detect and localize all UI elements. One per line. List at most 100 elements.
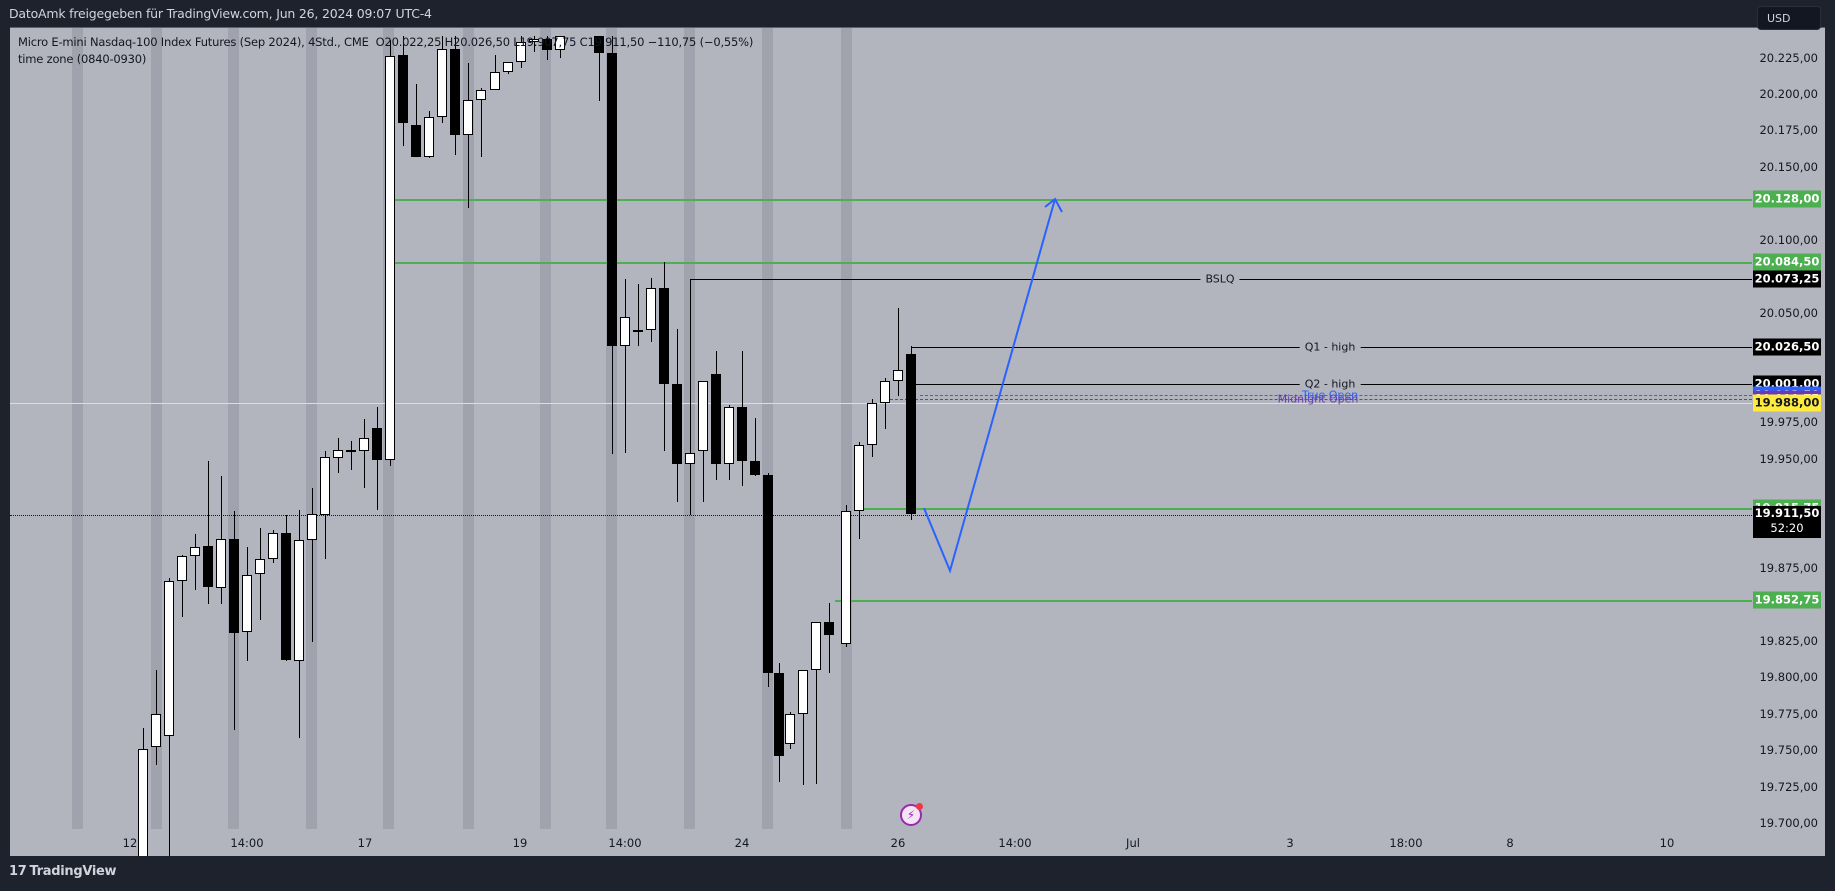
price-tick: 19.750,00 [1759,743,1818,758]
tradingview-logo[interactable]: 17 TradingView [9,864,117,879]
candle-body-bull [685,452,695,465]
candle-body-bull [555,35,565,51]
time-tick: 24 [734,836,750,850]
price-tick: 20.150,00 [1759,159,1818,174]
chart-legend: Micro E-mini Nasdaq-100 Index Futures (S… [18,34,753,68]
price-tick: 20.050,00 [1759,305,1818,320]
price-tick: 19.975,00 [1759,415,1818,430]
share-header: DatoAmk freigegeben für TradingView.com,… [0,0,1835,27]
candle-body-bull [333,449,343,459]
price-tick: 19.950,00 [1759,451,1818,466]
level-annotation: Midnight Open [1277,392,1359,406]
price-tick: 20.100,00 [1759,232,1818,247]
arrow-head-icon [1044,197,1063,213]
candle-body-bear [711,373,721,465]
candle-wick [599,35,600,102]
candle-body-bull [841,510,851,644]
candle-wick [182,554,183,618]
candle-wick [468,63,469,208]
candle-body-bull [620,317,630,347]
projection-arrow[interactable] [923,198,1056,574]
candle-body-bull [346,449,356,452]
session-band [228,28,239,829]
session-band [841,28,852,829]
price-tag: 20.084,50 [1753,253,1821,271]
candle-body-bear [281,532,291,660]
indicator-time-zone[interactable]: time zone (0840-0930) [18,52,147,66]
tradingview-logo-icon: 17 [9,864,27,879]
candle-body-bull [854,445,864,511]
candle-body-bear [672,384,682,465]
candle-body-bear [824,621,834,635]
candle-body-bear [774,672,784,756]
time-tick: 14:00 [608,836,642,850]
level-annotation: True Open [1301,388,1359,402]
candle-wick [829,602,830,673]
candle-body-bull [646,287,656,331]
price-tag: 20.073,25 [1753,270,1821,288]
price-tag: 19.988,00 [1753,394,1821,412]
price-tick: 19.800,00 [1759,670,1818,685]
candle-body-bull [785,713,795,745]
price-tick: 19.725,00 [1759,779,1818,794]
time-tick: 26 [890,836,906,850]
candle-body-bull [880,381,890,404]
candle-wick [416,83,417,157]
drawing-overlay [923,197,1063,574]
candle-body-bear [372,427,382,460]
candle-body-bear [411,124,421,157]
time-tick: 10 [1659,836,1675,850]
price-tag: 20.128,00 [1753,190,1821,208]
time-tick: 19 [512,836,528,850]
price-tag: 19.911,50 52:20 [1753,505,1821,538]
time-tick: Jul [1126,836,1140,850]
candle-body-bull [698,381,708,452]
candle-wick [312,487,313,643]
time-tick: 17 [357,836,373,850]
candle-body-bull [138,748,148,856]
candle-body-bull [724,407,734,465]
price-tick: 19.775,00 [1759,706,1818,721]
level-line [395,198,1752,201]
candle-body-bull [490,72,500,90]
session-band [151,28,162,829]
price-tick: 19.875,00 [1759,560,1818,575]
candle-body-bear [659,287,669,385]
session-band [72,28,83,829]
candle-body-bear [229,538,239,634]
candle-body-bear [763,474,773,673]
candle-body-bear [737,407,747,462]
candle-body-bear [594,35,604,54]
candle-wick [534,35,535,52]
price-tag: 20.026,50 [1753,338,1821,356]
symbol-title[interactable]: Micro E-mini Nasdaq-100 Index Futures (S… [18,35,369,49]
candle-wick [625,279,626,453]
candle-body-bear [398,54,408,124]
price-axis[interactable]: 20.225,00 20.200,00 20.175,00 20.150,00 20.1… [1752,28,1825,856]
candle-wick [638,283,639,347]
candle-body-bull [164,580,174,736]
candle-body-bull [437,48,447,118]
time-tick: 8 [1506,836,1514,850]
session-band [606,28,617,829]
lightning-event-icon[interactable]: ⚡ [900,803,923,826]
candle-body-bull [320,457,330,516]
level-line [835,600,1752,603]
chart-pane[interactable]: BSLQ Q1 - high Q2 - high True Open Midnight … [10,27,1825,856]
candle-body-bull [307,513,317,541]
candle-body-bull [242,575,252,632]
time-tick: 18:00 [1389,836,1423,850]
last-price-line [10,514,1752,516]
level-line [920,395,1752,397]
candle-body-bull [177,556,187,581]
candle-body-bull [216,538,226,589]
candle-body-bull [151,713,161,748]
candle-body-bull [268,532,278,560]
session-band [463,28,474,829]
bar-countdown: 52:20 [1770,520,1804,535]
price-tick: 20.200,00 [1759,87,1818,101]
currency-button[interactable]: USD [1757,6,1821,30]
level-line [858,508,1752,511]
candle-wick [755,417,756,476]
session-band [762,28,773,829]
